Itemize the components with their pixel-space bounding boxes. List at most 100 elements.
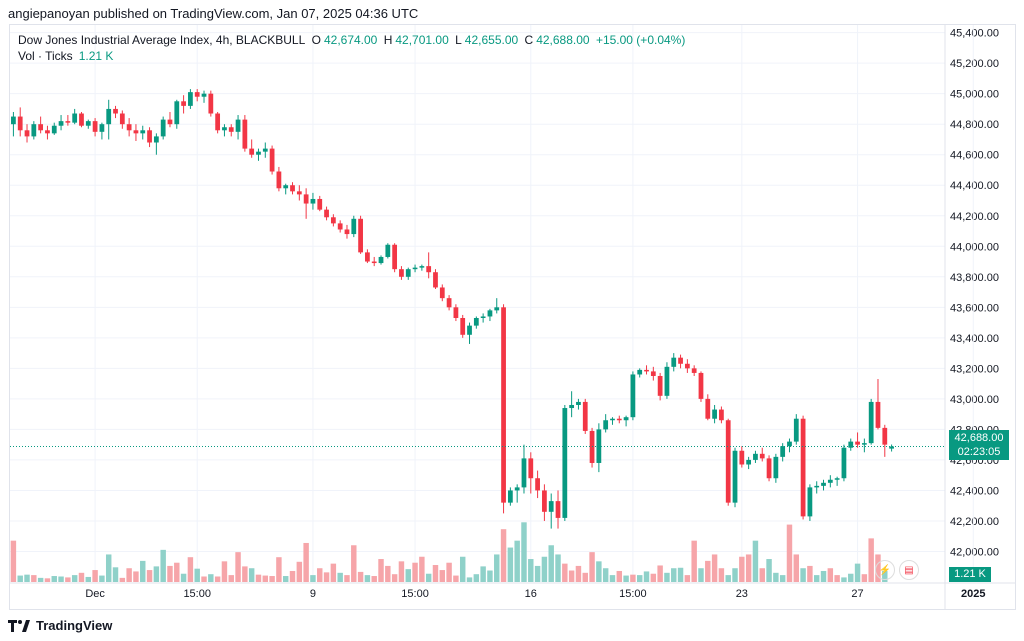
candle-body [875,401,881,428]
volume-bar [133,571,139,582]
candle-body [712,409,717,419]
candle-body [807,487,813,517]
us-flag-event-icon[interactable]: ▤ [899,560,919,580]
high-value: 42,701.00 [395,33,449,47]
x-tick-label: 15:00 [183,588,211,600]
y-tick-label: 44,000.00 [950,241,999,253]
volume-bar [643,571,650,582]
y-tick-label: 43,800.00 [950,272,999,284]
candle-body [399,269,404,277]
candle-body [698,372,704,399]
candle-body [725,420,731,503]
y-tick-label: 43,400.00 [950,333,999,345]
volume-bar [786,524,793,582]
volume-bar [596,561,602,582]
volume-bar [793,554,800,582]
candle-body [290,185,295,192]
volume-bar [310,575,316,582]
volume-bar [330,563,337,582]
candle-body [848,441,854,448]
x-tick-label: 27 [851,588,863,600]
volume-badge: 1.21 K [949,567,991,582]
volume-bar [303,542,309,582]
candle-body [405,269,411,277]
candle-body [222,127,227,131]
candle-body [256,151,261,155]
candle-body [72,113,78,123]
volume-bar [636,575,643,582]
candle-body [684,363,690,369]
volume-bar [528,559,534,582]
y-tick-label: 43,000.00 [950,394,999,406]
candle-body [460,317,466,335]
candle-body [208,93,214,114]
candle-body [821,482,826,486]
volume-bar [732,568,738,582]
candle-body [644,369,649,372]
candle-body [99,124,105,132]
y-tick-label: 45,200.00 [950,58,999,70]
volume-bar [419,556,425,582]
candle-body [140,130,146,134]
volume-bar [759,568,765,582]
candle-body [119,113,125,125]
volume-bar [698,568,704,582]
candle-body [555,501,561,518]
volume-label[interactable]: Vol · Ticks [18,49,73,63]
candle-body [705,398,711,419]
volume-bar [323,572,330,582]
footer-brand[interactable]: TradingView [8,618,112,633]
candle-body [439,287,445,299]
candle-body [330,217,336,224]
publish-info: angiepanoyan published on TradingView.co… [8,6,419,21]
y-tick-label: 43,200.00 [950,363,999,375]
volume-bar [439,570,446,582]
candle-body [678,357,683,364]
y-tick-label: 44,600.00 [950,150,999,162]
volume-bar [85,576,92,582]
volume-bar [677,567,684,582]
volume-bar [31,575,37,582]
candle-body [548,501,554,512]
candle-body [412,267,418,270]
volume-bar [126,568,132,582]
candle-body [24,130,30,137]
volume-bar [494,554,500,582]
volume-bar [630,574,636,582]
symbol-title[interactable]: Dow Jones Industrial Average Index, 4h, … [18,33,306,47]
candle-body [664,366,670,396]
volume-bar [868,538,874,582]
lightning-event-icon[interactable]: ⚡ [875,560,895,580]
volume-bar [813,575,820,582]
volume-bar [214,576,221,582]
volume-bar [521,522,527,582]
volume-bar [228,575,234,582]
volume-bar [745,554,752,582]
volume-bar [718,568,725,582]
candle-body [514,487,520,491]
volume-bar [664,572,670,582]
volume-bar [562,563,568,582]
y-tick-label: 43,600.00 [950,302,999,314]
volume-bar [500,529,507,582]
candle-body [868,401,874,444]
candle-body [433,272,438,288]
volume-bar [820,570,827,582]
candle-body [324,209,329,218]
candle-body [507,490,513,503]
candle-body [58,121,64,126]
candle-body [378,256,384,264]
candle-body [85,121,91,126]
candle-body [467,325,472,335]
candle-body [174,101,180,125]
y-tick-label: 44,400.00 [950,180,999,192]
candle-body [623,417,629,421]
volume-bar [725,575,731,582]
change-value: +15.00 (+0.04%) [595,33,686,47]
volume-bar [705,560,711,582]
volume-bar [453,575,459,582]
ohlc-row: Dow Jones Industrial Average Index, 4h, … [18,32,688,48]
event-icons: ⚡ ▤ [875,560,919,580]
candle-body [337,223,343,230]
